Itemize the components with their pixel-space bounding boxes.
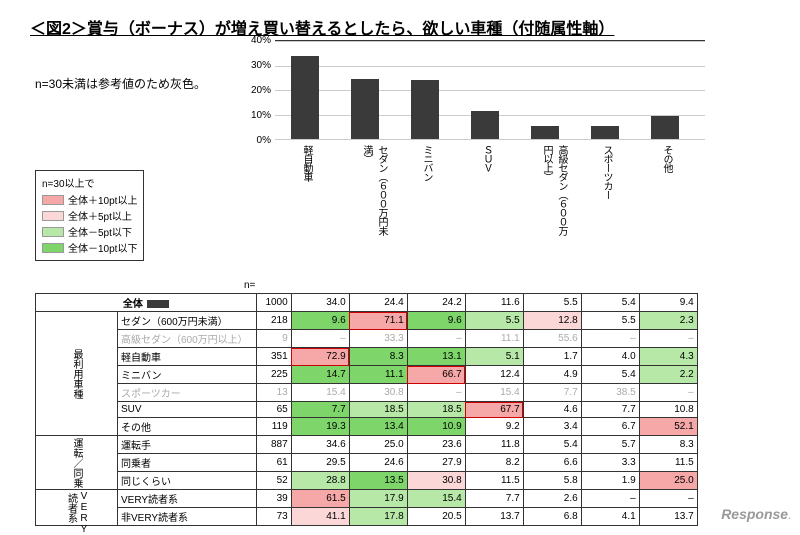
row-group-label: 最利用車種: [36, 312, 118, 436]
bar: [351, 79, 379, 139]
bar: [411, 80, 439, 139]
bar: [591, 126, 619, 139]
row-label: SUV: [118, 402, 257, 418]
table-row: 最利用車種セダン（600万円未満）2189.671.19.65.512.85.5…: [36, 312, 698, 330]
table-row: その他11919.313.410.99.23.46.752.1: [36, 418, 698, 436]
table-row: VERY読者系VERY読者系3961.517.915.47.72.6––: [36, 490, 698, 508]
row-label: 運転手: [118, 436, 257, 454]
row-group-label: VERY読者系: [36, 490, 118, 526]
row-label: VERY読者系: [118, 490, 257, 508]
legend-item: 全体＋5pt以上: [42, 208, 137, 223]
n-header: n=: [244, 280, 255, 291]
row-label: その他: [118, 418, 257, 436]
row-label: 非VERY読者系: [118, 508, 257, 526]
bar-chart: 0%10%20%30%40% 軽自動車セダン（６００万円未満）ミニバンＳＵＶ高級…: [245, 40, 705, 185]
table-row: 運転／同乗運転手88734.625.023.611.85.45.78.3: [36, 436, 698, 454]
bar: [531, 126, 559, 139]
x-axis-label: ミニバン: [419, 145, 434, 181]
table-row: 同乗者6129.524.627.98.26.63.311.5: [36, 454, 698, 472]
row-label: 同乗者: [118, 454, 257, 472]
x-axis-label: ＳＵＶ: [479, 145, 494, 172]
row-label: 高級セダン（600万円以上）: [118, 330, 257, 348]
table-row: 同じくらい5228.813.530.811.55.81.925.0: [36, 472, 698, 490]
x-axis-label: その他: [659, 145, 674, 172]
x-axis-label: スポーツカー: [599, 145, 614, 199]
table-row: 高級セダン（600万円以上）9–33.3–11.155.6––: [36, 330, 698, 348]
row-label: セダン（600万円未満）: [118, 312, 257, 330]
table-row: 非VERY読者系7341.117.820.513.76.84.113.7: [36, 508, 698, 526]
row-label: ミニバン: [118, 366, 257, 384]
table-row: ミニバン22514.711.166.712.44.95.42.2: [36, 366, 698, 384]
footnote: n=30未満は参考値のため灰色。: [35, 75, 206, 92]
bar: [651, 116, 679, 139]
legend-item: 全体＋10pt以上: [42, 192, 137, 207]
total-row-label: 全体: [36, 294, 257, 312]
figure-title: ＜図2＞賞与（ボーナス）が増え買い替えるとしたら、欲しい車種（付随属性軸）: [30, 15, 770, 39]
legend: n=30以上で 全体＋10pt以上全体＋5pt以上全体－5pt以下全体－10pt…: [35, 170, 144, 261]
row-label: 軽自動車: [118, 348, 257, 366]
bar: [471, 111, 499, 139]
row-label: スポーツカー: [118, 384, 257, 402]
row-label: 同じくらい: [118, 472, 257, 490]
table-row: スポーツカー1315.430.8–15.47.738.5–: [36, 384, 698, 402]
table-row: SUV657.718.518.567.74.67.710.8: [36, 402, 698, 418]
legend-item: 全体－5pt以下: [42, 224, 137, 239]
legend-title: n=30以上で: [42, 175, 137, 190]
x-axis-label: セダン（６００万円未満）: [359, 145, 389, 235]
watermark: Response.: [721, 506, 792, 522]
row-group-label: 運転／同乗: [36, 436, 118, 490]
x-axis-label: 高級セダン（６００万円以上）: [539, 145, 569, 235]
data-table: 全体100034.024.424.211.65.55.49.4最利用車種セダン（…: [35, 293, 698, 526]
x-axis-label: 軽自動車: [299, 145, 314, 181]
legend-item: 全体－10pt以下: [42, 240, 137, 255]
bar: [291, 56, 319, 139]
table-row: 軽自動車35172.98.313.15.11.74.04.3: [36, 348, 698, 366]
